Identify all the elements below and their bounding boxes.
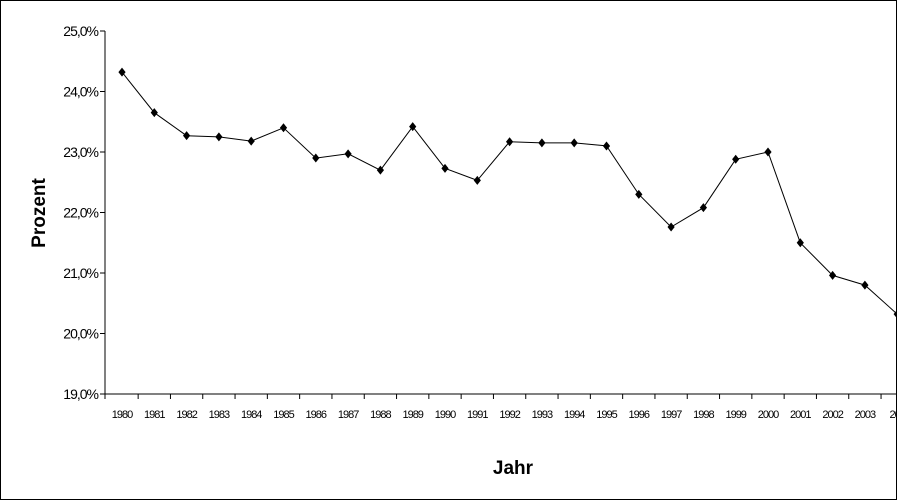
x-tick-label: 1981 (144, 409, 165, 421)
data-point-marker (312, 153, 320, 163)
data-point-marker (506, 137, 514, 147)
x-tick-label: 1995 (596, 409, 617, 421)
x-axis-title: Jahr (493, 458, 534, 479)
data-point-marker (764, 147, 772, 157)
x-tick-label: 1989 (402, 409, 423, 421)
series-line (121, 71, 896, 314)
x-tick-label: 200 (890, 409, 897, 421)
y-tick-label: 23,0% (63, 144, 98, 160)
x-tick-label: 2000 (758, 409, 779, 421)
y-tick-label: 25,0% (63, 23, 98, 39)
data-point-marker (409, 122, 417, 132)
data-point-marker (699, 203, 707, 213)
y-axis-ticks: 19,0% 20,0% 21,0% 22,0% 23,0% 24,0% 25,0% (63, 23, 105, 402)
x-tick-label: 2002 (822, 409, 843, 421)
x-tick-label: 1990 (435, 409, 456, 421)
data-point-marker (150, 108, 158, 118)
data-point-marker (247, 136, 255, 146)
x-tick-label: 1996 (629, 409, 650, 421)
data-point-marker (538, 138, 546, 148)
x-tick-label: 1994 (564, 409, 585, 421)
data-point-marker (279, 123, 288, 133)
x-tick-label: 1982 (176, 409, 197, 421)
x-tick-label: 1984 (241, 409, 262, 421)
data-point-marker (183, 131, 191, 141)
data-point-marker (861, 280, 869, 290)
data-point-marker (829, 270, 837, 280)
x-tick-label: 1986 (306, 409, 327, 421)
data-point-marker (215, 132, 223, 142)
y-tick-label: 20,0% (63, 326, 98, 342)
x-tick-label: 1985 (273, 409, 294, 421)
data-point-marker (570, 138, 578, 148)
x-tick-label: 1997 (661, 409, 682, 421)
data-point-marker (344, 149, 352, 159)
y-tick-label: 19,0% (63, 386, 98, 402)
data-point-marker (473, 175, 481, 185)
x-tick-label: 1983 (209, 409, 230, 421)
x-tick-label: 1998 (693, 409, 714, 421)
data-points (118, 67, 896, 318)
data-point-marker (118, 67, 126, 77)
x-tick-label: 1992 (499, 409, 520, 421)
data-point-marker (602, 141, 611, 151)
x-tick-label: 1991 (467, 409, 488, 421)
data-point-marker (441, 163, 449, 173)
x-axis-ticks: 1980 1981 1982 1983 1984 1985 1986 1987 1988 1989… (104, 394, 897, 421)
x-tick-label: 1993 (532, 409, 553, 421)
data-point-marker (732, 154, 740, 164)
x-tick-label: 1987 (338, 409, 359, 421)
x-tick-label: 2003 (855, 409, 876, 421)
data-point-marker (635, 189, 643, 199)
data-point-marker (667, 222, 675, 232)
data-point-marker (893, 311, 896, 318)
x-tick-label: 1999 (725, 409, 746, 421)
y-tick-label: 22,0% (63, 205, 98, 221)
data-point-marker (376, 165, 384, 175)
x-tick-label: 2001 (790, 409, 811, 421)
data-point-marker (796, 238, 804, 248)
y-axis-title: Prozent (29, 177, 50, 247)
x-tick-label: 1980 (112, 409, 133, 421)
y-tick-label: 24,0% (63, 84, 98, 100)
y-tick-label: 21,0% (63, 265, 98, 281)
x-tick-label: 1988 (370, 409, 391, 421)
